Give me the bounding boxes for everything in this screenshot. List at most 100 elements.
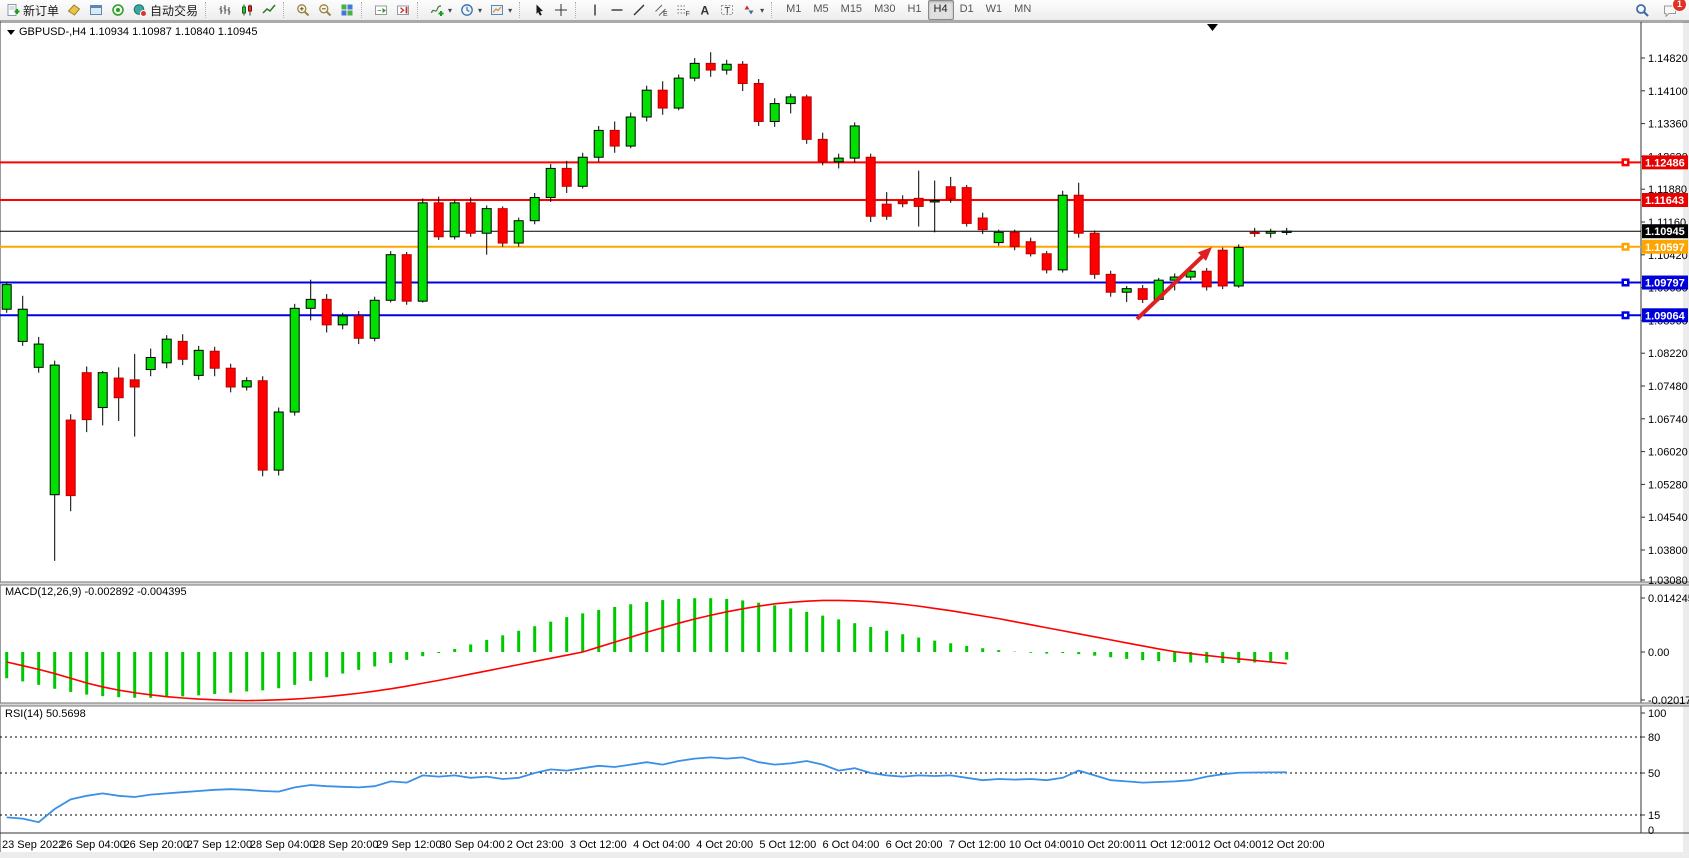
candle-up bbox=[577, 156, 588, 187]
notifications-button[interactable]: 1 bbox=[1659, 0, 1687, 20]
signal-icon bbox=[112, 4, 124, 16]
timeframe-m30-button[interactable]: M30 bbox=[874, 3, 896, 15]
toolbar-separator bbox=[519, 2, 525, 18]
dropdown-arrow-icon: ▾ bbox=[448, 5, 453, 15]
candle-up bbox=[1, 284, 12, 310]
price-tag-1.12486[interactable] bbox=[1642, 155, 1688, 170]
tile-button[interactable] bbox=[336, 0, 358, 20]
price-tag-1.10597[interactable] bbox=[1642, 239, 1688, 254]
line-icon bbox=[262, 4, 276, 14]
zoom-out-button[interactable] bbox=[314, 0, 336, 20]
time-axis-label: 4 Oct 20:00 bbox=[696, 839, 753, 851]
annotation-arrowhead[interactable] bbox=[1197, 247, 1212, 262]
candle-down bbox=[1137, 288, 1148, 300]
line-button[interactable] bbox=[258, 0, 280, 20]
periods-button[interactable]: ▾ bbox=[456, 0, 486, 20]
candles-icon bbox=[242, 4, 253, 16]
annotation-arrow[interactable] bbox=[1135, 251, 1208, 321]
candle-up bbox=[993, 231, 1004, 244]
time-axis-label: 26 Sep 20:00 bbox=[124, 839, 189, 851]
candle-down bbox=[1009, 231, 1020, 248]
search-button[interactable] bbox=[1631, 0, 1653, 20]
candle-up bbox=[161, 338, 172, 364]
candle-up bbox=[289, 307, 300, 413]
time-axis-label: 26 Sep 04:00 bbox=[60, 839, 125, 851]
candle-down bbox=[129, 379, 140, 388]
zoom-out-icon bbox=[319, 4, 332, 17]
price-tick: 1.14820 bbox=[1648, 53, 1688, 65]
chart-title: GBPUSD-,H4 1.10934 1.10987 1.10840 1.109… bbox=[19, 26, 258, 38]
svg-text:T: T bbox=[725, 6, 731, 16]
indicators-button[interactable]: ▾ bbox=[426, 0, 456, 20]
hline-icon bbox=[611, 9, 623, 11]
new-chart-button[interactable] bbox=[85, 0, 107, 20]
timeframe-h4-button[interactable]: H4 bbox=[927, 0, 954, 20]
candle-down bbox=[321, 298, 332, 326]
candle-down bbox=[1249, 231, 1260, 235]
candle-up bbox=[49, 364, 60, 496]
periods-icon bbox=[461, 4, 473, 16]
price-tag-1.09797[interactable] bbox=[1642, 275, 1688, 290]
candle-down bbox=[113, 377, 124, 399]
candle-up bbox=[1265, 230, 1276, 234]
timeframe-m5-button[interactable]: M5 bbox=[813, 3, 829, 15]
candles-button[interactable] bbox=[236, 0, 258, 20]
dropdown-arrow-icon: ▾ bbox=[760, 5, 765, 15]
bars-button[interactable] bbox=[214, 0, 236, 20]
timeframe-m15-button[interactable]: M15 bbox=[840, 3, 863, 15]
crosshair-button[interactable] bbox=[550, 0, 572, 20]
channel-e-button[interactable]: E bbox=[650, 0, 672, 20]
text-button[interactable]: A bbox=[694, 0, 716, 20]
macd-panel-splitter[interactable] bbox=[0, 582, 1689, 585]
timeframe-mn-button[interactable]: MN bbox=[1014, 3, 1032, 15]
price-tag-1.10945[interactable] bbox=[1642, 224, 1688, 239]
price-tag-1.11643[interactable] bbox=[1642, 193, 1688, 208]
price-tick: 1.03080 bbox=[1648, 575, 1688, 587]
candle-down bbox=[1089, 232, 1100, 275]
timeframe-d1-button[interactable]: D1 bbox=[959, 3, 974, 15]
candle-down bbox=[497, 208, 508, 244]
text-label-button[interactable]: T bbox=[716, 0, 738, 20]
candle-down bbox=[609, 129, 620, 147]
cursor-button[interactable] bbox=[528, 0, 550, 20]
price-tag-1.09064[interactable] bbox=[1642, 308, 1688, 323]
price-tick: 1.14100 bbox=[1648, 86, 1688, 98]
price-tick: 1.06020 bbox=[1648, 447, 1688, 459]
candle-up bbox=[625, 116, 636, 147]
chart-tag-button[interactable] bbox=[63, 0, 85, 20]
dropdown-arrow-icon: ▾ bbox=[478, 5, 483, 15]
rsi-axis-label: 100 bbox=[1648, 708, 1666, 720]
shift-end-icon bbox=[397, 5, 410, 15]
new-chart-icon bbox=[90, 5, 103, 15]
symbol-dropdown-icon[interactable] bbox=[7, 29, 15, 35]
price-tick: 1.13360 bbox=[1648, 119, 1688, 131]
autoscroll-button[interactable] bbox=[370, 0, 392, 20]
vline-button[interactable] bbox=[584, 0, 606, 20]
signal-button[interactable] bbox=[107, 0, 129, 20]
hline-button[interactable] bbox=[606, 0, 628, 20]
price-tag-text: 1.12486 bbox=[1645, 157, 1685, 169]
right-scrollbar[interactable] bbox=[1683, 21, 1689, 858]
auto-trading-button[interactable]: 自动交易 bbox=[129, 0, 202, 20]
arrows-button[interactable]: ▾ bbox=[738, 0, 768, 20]
price-tick: 1.06740 bbox=[1648, 414, 1688, 426]
candle-up bbox=[241, 380, 252, 388]
toolbar-separator bbox=[417, 2, 423, 18]
rsi-panel-splitter[interactable] bbox=[0, 703, 1689, 706]
trendline-button[interactable] bbox=[628, 0, 650, 20]
fibo-button[interactable]: F bbox=[672, 0, 694, 20]
time-axis-label: 12 Oct 04:00 bbox=[1198, 839, 1261, 851]
shift-end-button[interactable] bbox=[392, 0, 414, 20]
toolbar-separator bbox=[361, 2, 367, 18]
new-order-button[interactable]: 新订单 bbox=[2, 0, 63, 20]
time-axis-label: 10 Oct 20:00 bbox=[1072, 839, 1135, 851]
timeframe-w1-button[interactable]: W1 bbox=[985, 3, 1003, 15]
timeframe-h1-button[interactable]: H1 bbox=[907, 3, 922, 15]
candle-down bbox=[801, 96, 812, 140]
timeframe-m1-button[interactable]: M1 bbox=[786, 3, 802, 15]
crosshair-icon bbox=[555, 4, 568, 16]
zoom-in-button[interactable] bbox=[292, 0, 314, 20]
candle-up bbox=[513, 220, 524, 244]
templates-button[interactable]: ▾ bbox=[486, 0, 516, 20]
